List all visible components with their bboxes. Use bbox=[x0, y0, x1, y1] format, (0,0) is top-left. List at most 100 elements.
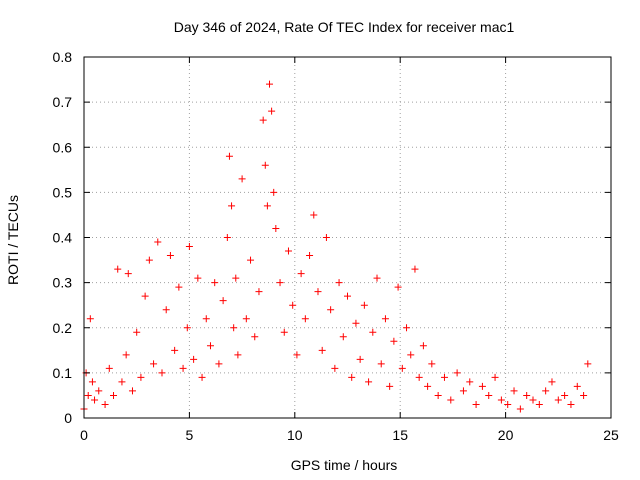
data-point bbox=[230, 324, 238, 332]
y-tick-label: 0.1 bbox=[53, 365, 73, 381]
data-point bbox=[284, 247, 292, 255]
data-point bbox=[124, 270, 132, 278]
y-tick-label: 0 bbox=[64, 410, 72, 426]
y-tick-label: 0.5 bbox=[53, 184, 73, 200]
data-point bbox=[377, 360, 385, 368]
data-point bbox=[491, 373, 499, 381]
data-point bbox=[183, 324, 191, 332]
data-point bbox=[242, 315, 250, 323]
data-point bbox=[84, 391, 92, 399]
data-point bbox=[88, 378, 96, 386]
data-point bbox=[344, 292, 351, 300]
data-points bbox=[80, 80, 592, 413]
y-tick-label: 0.4 bbox=[53, 230, 73, 246]
data-point bbox=[504, 400, 512, 408]
data-point bbox=[289, 301, 297, 309]
data-point bbox=[190, 355, 198, 363]
data-point bbox=[365, 378, 373, 386]
data-point bbox=[584, 360, 592, 368]
data-point bbox=[158, 369, 166, 377]
x-tick-label: 0 bbox=[80, 427, 88, 443]
data-point bbox=[232, 274, 240, 282]
data-point bbox=[162, 306, 170, 314]
data-point bbox=[211, 279, 219, 287]
data-point bbox=[154, 238, 162, 246]
data-point bbox=[394, 283, 402, 291]
data-point bbox=[261, 161, 269, 169]
data-point bbox=[322, 234, 330, 241]
data-point bbox=[219, 297, 227, 305]
y-tick-label: 0.3 bbox=[53, 275, 73, 291]
data-point bbox=[171, 346, 179, 354]
y-axis-label: ROTI / TECUs bbox=[5, 195, 21, 285]
data-point bbox=[101, 400, 109, 408]
data-point bbox=[301, 315, 309, 323]
data-point bbox=[561, 391, 569, 399]
data-point bbox=[398, 364, 406, 372]
data-point bbox=[150, 360, 158, 368]
data-point bbox=[276, 279, 284, 287]
data-point bbox=[415, 373, 423, 381]
data-point bbox=[352, 319, 360, 327]
grid-lines bbox=[84, 57, 611, 418]
data-point bbox=[356, 355, 364, 363]
data-point bbox=[141, 292, 149, 300]
data-point bbox=[122, 351, 130, 359]
data-point bbox=[440, 373, 448, 381]
data-point bbox=[86, 315, 94, 323]
plot-frame bbox=[83, 56, 612, 419]
data-point bbox=[310, 211, 318, 219]
data-point bbox=[95, 387, 103, 395]
data-point bbox=[251, 333, 259, 341]
data-point bbox=[567, 400, 575, 408]
data-point bbox=[280, 328, 288, 336]
data-point bbox=[331, 364, 339, 372]
data-point bbox=[485, 391, 493, 399]
data-point bbox=[145, 256, 153, 264]
data-point bbox=[447, 396, 455, 404]
data-point bbox=[179, 364, 187, 372]
data-point bbox=[137, 373, 145, 381]
data-point bbox=[318, 346, 326, 354]
x-tick-label: 10 bbox=[287, 427, 303, 443]
x-tick-label: 20 bbox=[498, 427, 514, 443]
data-point bbox=[369, 328, 377, 336]
data-point bbox=[166, 252, 174, 260]
data-point bbox=[263, 202, 271, 210]
data-point bbox=[453, 369, 461, 377]
data-point bbox=[428, 360, 436, 368]
data-point bbox=[390, 337, 398, 345]
chart-title: Day 346 of 2024, Rate Of TEC Index for r… bbox=[174, 19, 515, 35]
data-point bbox=[548, 378, 556, 386]
data-point bbox=[434, 391, 442, 399]
data-point bbox=[373, 274, 381, 282]
data-point bbox=[478, 382, 486, 390]
data-point bbox=[215, 360, 223, 368]
data-point bbox=[110, 391, 118, 399]
data-point bbox=[247, 256, 255, 264]
data-point bbox=[348, 373, 356, 381]
data-point bbox=[339, 333, 347, 341]
data-point bbox=[466, 378, 474, 386]
data-point bbox=[403, 324, 411, 332]
data-point bbox=[335, 279, 343, 287]
x-tick-label: 25 bbox=[603, 427, 619, 443]
data-point bbox=[419, 342, 427, 350]
data-point bbox=[202, 315, 210, 323]
data-point bbox=[386, 382, 394, 390]
data-point bbox=[133, 328, 141, 336]
data-point bbox=[234, 351, 242, 359]
data-point bbox=[497, 396, 505, 404]
data-point bbox=[580, 391, 588, 399]
data-point bbox=[114, 265, 122, 273]
y-tick-label: 0.7 bbox=[53, 94, 73, 110]
data-point bbox=[206, 342, 214, 350]
y-tick-label: 0.2 bbox=[53, 320, 73, 336]
data-point bbox=[175, 283, 183, 291]
y-tick-label: 0.8 bbox=[53, 49, 73, 65]
data-point bbox=[510, 387, 518, 395]
data-point bbox=[198, 373, 206, 381]
data-point bbox=[407, 351, 415, 359]
data-point bbox=[314, 288, 322, 296]
data-point bbox=[472, 400, 480, 408]
